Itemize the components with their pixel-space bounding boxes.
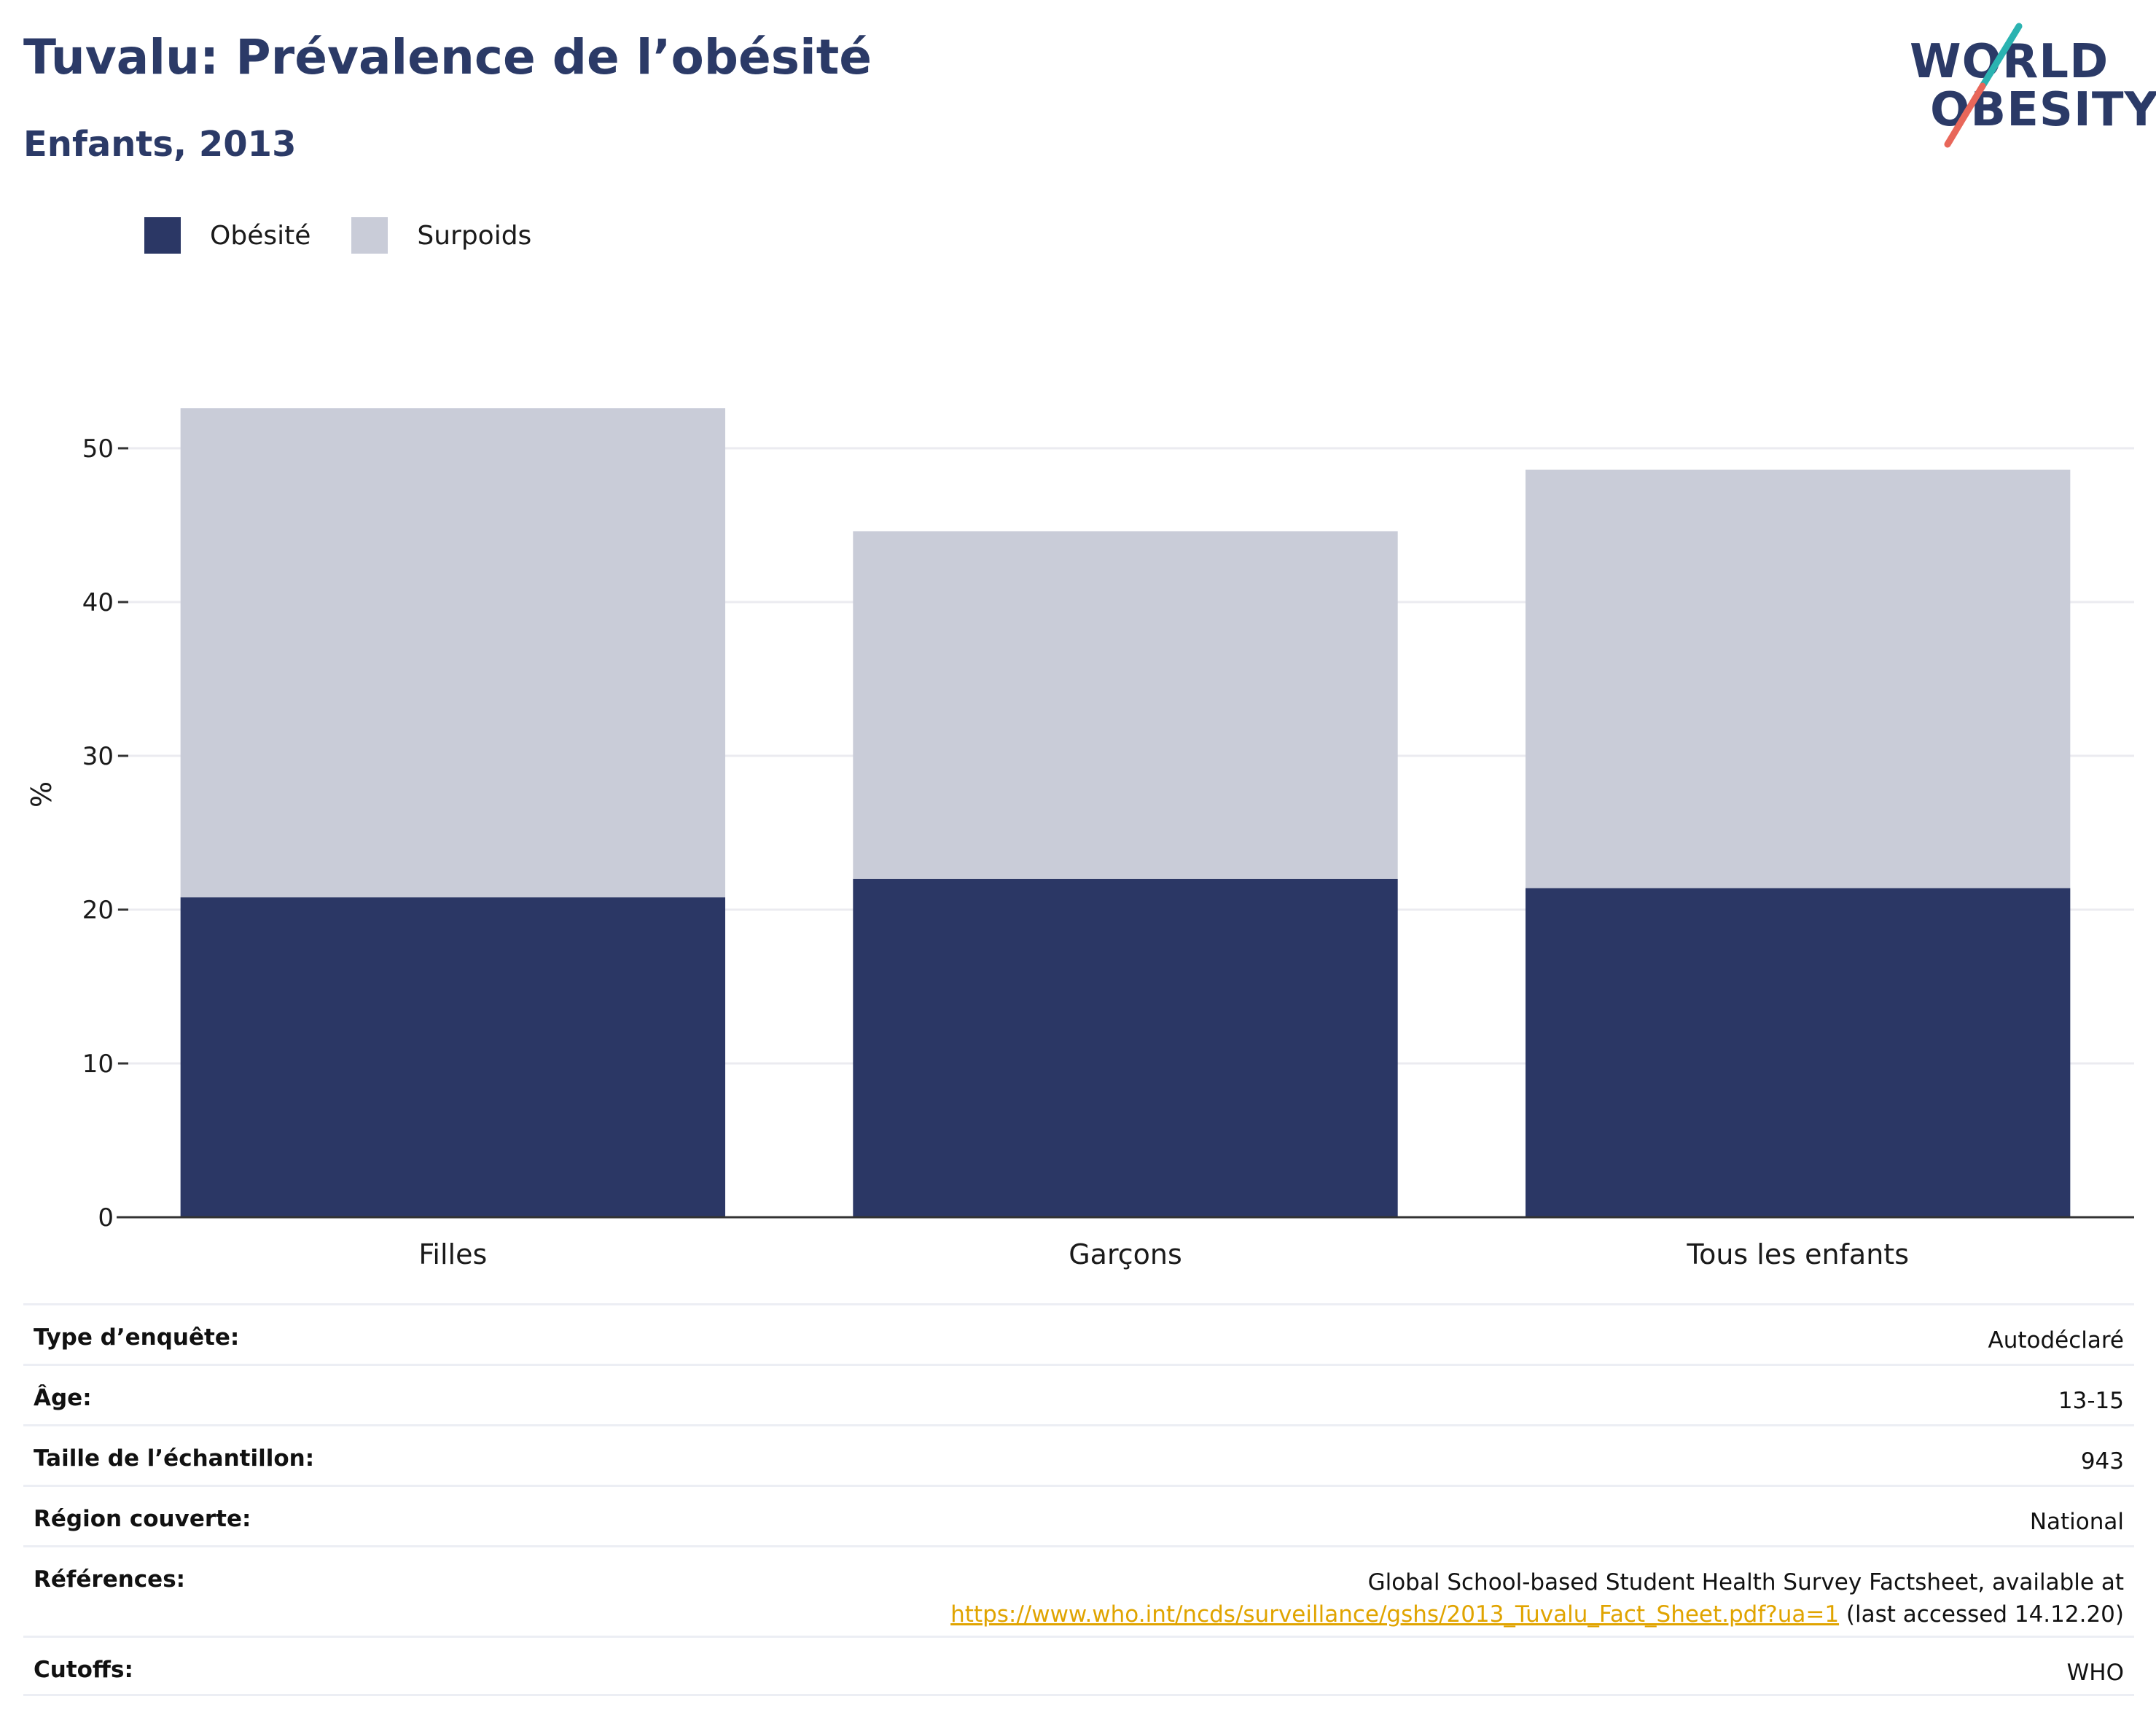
info-label: Références: (34, 1566, 186, 1593)
y-tick-label: 50 (82, 434, 114, 464)
x-tick-label: Tous les enfants (1686, 1238, 1909, 1270)
info-row-survey-type: Type d’enquête: Autodéclaré (23, 1303, 2134, 1364)
y-tick-label: 40 (82, 588, 114, 617)
reference-link[interactable]: https://www.who.int/ncds/surveillance/gs… (950, 1601, 1840, 1628)
y-tick-label: 30 (82, 742, 114, 771)
legend-swatch-overweight (351, 217, 388, 254)
info-label: Âge: (34, 1385, 92, 1411)
chart-legend: Obésité Surpoids (144, 217, 572, 254)
y-tick-label: 10 (82, 1050, 114, 1079)
info-label: Région couverte: (34, 1506, 251, 1532)
info-value: 13-15 (2058, 1388, 2124, 1414)
page-subtitle: Enfants, 2013 (23, 124, 297, 165)
info-label: Taille de l’échantillon: (34, 1445, 315, 1472)
logo-slash-icon (1944, 23, 2023, 148)
info-value: Global School-based Student Health Surve… (950, 1566, 2124, 1630)
reference-text: Global School-based Student Health Surve… (1367, 1569, 2124, 1596)
info-row-sample-size: Taille de l’échantillon: 943 (23, 1424, 2134, 1485)
bar-overweight (1525, 469, 2071, 889)
bar-obesity (853, 878, 1398, 1217)
stacked-bar-chart: 0 10 20 30 40 50% Filles Garçons Tous les enfant… (26, 408, 2134, 1270)
info-row-cutoffs: Cutoffs: WHO (23, 1636, 2134, 1696)
y-tick-label: 20 (82, 896, 114, 925)
legend-label-obesity: Obésité (210, 220, 311, 251)
info-label: Type d’enquête: (34, 1324, 240, 1351)
info-value: WHO (2066, 1660, 2124, 1686)
page-title: Tuvalu: Prévalence de l’obésité (23, 29, 872, 85)
info-value: Autodéclaré (1988, 1327, 2124, 1354)
reference-suffix: (last accessed 14.12.20) (1839, 1601, 2124, 1628)
y-axis-label: % (26, 781, 58, 808)
bar-obesity (1525, 888, 2071, 1217)
legend-label-overweight: Surpoids (417, 220, 532, 251)
x-tick-label: Garçons (1069, 1238, 1182, 1270)
bar-obesity (180, 897, 726, 1217)
legend-swatch-obesity (144, 217, 181, 254)
info-row-references: Références: Global School-based Student … (23, 1545, 2134, 1636)
legend-item-obesity: Obésité (144, 217, 310, 254)
info-row-region: Région couverte: National (23, 1485, 2134, 1545)
info-label: Cutoffs: (34, 1657, 133, 1683)
world-obesity-logo: WORLD OBESITY (1895, 20, 2156, 159)
info-row-age: Âge: 13-15 (23, 1364, 2134, 1424)
bar-overweight (180, 408, 726, 898)
info-value: 943 (2080, 1448, 2124, 1475)
info-value: National (2029, 1509, 2124, 1535)
x-tick-label: Filles (418, 1238, 487, 1270)
bar-overweight (853, 531, 1398, 879)
y-tick-label: 0 (98, 1203, 114, 1233)
survey-info-table: Type d’enquête: Autodéclaré Âge: 13-15 T… (23, 1303, 2134, 1696)
legend-item-overweight: Surpoids (351, 217, 531, 254)
